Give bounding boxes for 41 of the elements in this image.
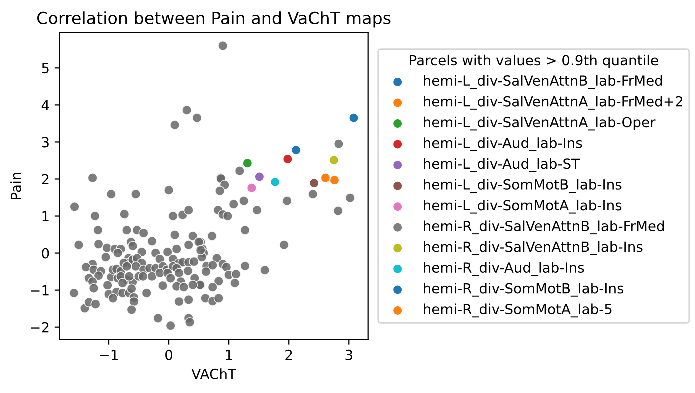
legend-label: hemi-L_div-Aud_lab-Ins xyxy=(424,138,582,152)
y-tick-label: −2 xyxy=(31,322,49,333)
point xyxy=(246,183,257,194)
legend-label: hemi-L_div-SalVenAttnA_lab-FrMed+2 xyxy=(424,96,682,110)
legend-label: hemi-R_div-SalVenAttnB_lab-FrMed xyxy=(424,220,664,235)
point xyxy=(320,173,331,184)
legend-label: hemi-L_div-SomMotA_lab-Ins xyxy=(424,200,622,214)
legend-label: hemi-R_div-SomMotA_lab-5 xyxy=(424,304,612,318)
chart-title: Correlation between Pain and VaChT maps xyxy=(38,12,391,28)
y-tick-label: 5 xyxy=(42,63,49,74)
legend-label: hemi-L_div-SalVenAttnA_lab-Oper xyxy=(424,116,656,131)
y-tick-label: 2 xyxy=(42,174,49,185)
x-axis-title: VAChT xyxy=(192,368,237,380)
point xyxy=(348,113,360,124)
y-tick-label: 3 xyxy=(42,137,49,148)
point xyxy=(270,177,280,188)
point xyxy=(330,175,340,186)
y-tick-label: 4 xyxy=(42,100,50,110)
point xyxy=(282,154,293,164)
point xyxy=(242,158,253,168)
point xyxy=(291,145,302,156)
legend-label: hemi-L_div-Aud_lab-ST xyxy=(424,158,580,172)
x-tick-label: 2 xyxy=(286,350,292,360)
y-tick-label: 0 xyxy=(42,248,50,259)
y-tick-label: 1 xyxy=(42,211,49,222)
legend-title: Parcels with values > 0.9th quantile xyxy=(410,54,658,68)
x-tick-label: −1 xyxy=(100,350,118,360)
legend-label: hemi-R_div-Aud_lab-Ins xyxy=(424,262,584,276)
point xyxy=(329,155,340,166)
y-axis-title: Pain xyxy=(10,173,22,200)
legend-label: hemi-R_div-SalVenAttnB_lab-Ins xyxy=(424,241,643,256)
x-tick-label: 3 xyxy=(346,350,352,360)
point xyxy=(254,172,265,182)
legend-label: hemi-L_div-SalVenAttnB_lab-FrMed xyxy=(424,75,662,90)
legend-label: hemi-R_div-SomMotB_lab-Ins xyxy=(424,283,624,297)
legend-label: hemi-L_div-SomMotB_lab-Ins xyxy=(424,179,622,194)
y-tick-label: −1 xyxy=(31,285,49,296)
point xyxy=(309,178,320,188)
x-tick-label: 0 xyxy=(166,350,173,360)
x-tick-label: 1 xyxy=(226,350,232,360)
point xyxy=(334,138,344,150)
